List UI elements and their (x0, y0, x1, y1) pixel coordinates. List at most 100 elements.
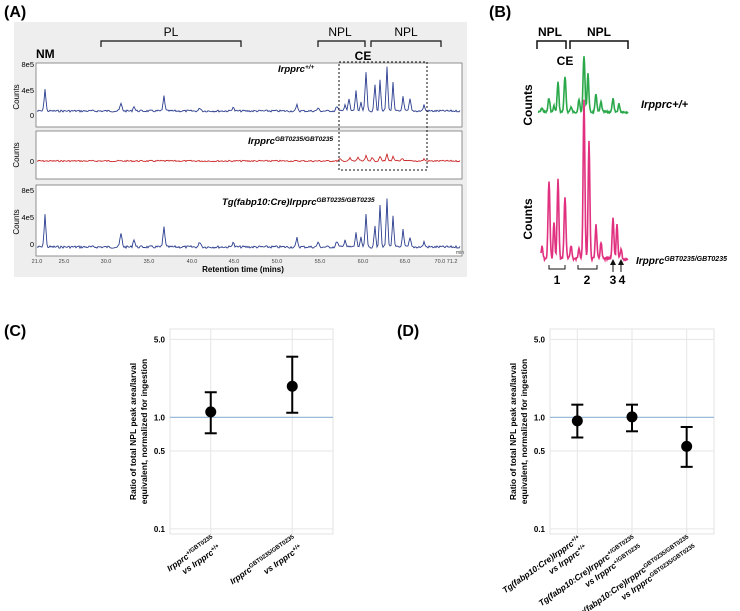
ratio-point (626, 411, 638, 423)
y-tick-label: 0.1 (154, 525, 166, 534)
trace2-line (540, 99, 629, 263)
track3-ytick: 0 (30, 240, 34, 249)
xtick: 65.0 (400, 259, 411, 265)
track3-genotype: Tg(fabp10:Cre)IrpprcGBT0235/GBT0235 (222, 197, 375, 209)
x-category-label-part: +/+ (577, 543, 588, 553)
track1-genotype-base: Irpprc (278, 64, 306, 75)
track1-genotype: Irpprc+/+ (278, 64, 315, 76)
x-category-label: IrpprcGBT0235/GBT0235vs Irpprc+/+ (228, 533, 304, 595)
panel-d-label: (D) (397, 323, 419, 340)
track2-trace (36, 153, 461, 163)
panel-a-label: (A) (4, 4, 26, 21)
x-category-label-part: +/+ (210, 543, 221, 553)
track1-counts-label: Counts (12, 84, 21, 109)
track-frame-mutant (35, 130, 463, 180)
y-tick-label: 0.1 (534, 525, 546, 534)
track2-ytick: 0 (30, 157, 34, 166)
pl-label: PL (164, 25, 179, 39)
track-frame-rescue (35, 184, 463, 257)
y-tick-label: 1.0 (154, 413, 166, 422)
peak-3-arrowhead (610, 259, 616, 265)
xtick: 45.0 (229, 259, 240, 265)
xtick: 25.0 (59, 259, 70, 265)
ratio-point (205, 406, 217, 418)
x-category-label: Irpprc+/GBT0235vs Irpprc+/+ (165, 533, 223, 582)
track3-trace (36, 198, 461, 250)
y-axis-label-line: equivalent, normalized for ingestion (139, 359, 149, 504)
y-tick-label: 1.0 (534, 413, 546, 422)
panel-a-brackets (100, 40, 442, 47)
trace2-genotype-sup: GBT0235/GBT0235 (664, 256, 727, 263)
peak-2-bracket (577, 265, 598, 270)
xtick: 21.0 (32, 259, 43, 265)
trace1-counts-label: Counts (521, 84, 535, 126)
ce-label: CE (557, 54, 574, 68)
ratio-point (286, 380, 298, 392)
y-tick-label: 5.0 (154, 335, 166, 344)
y-tick-label: 0.5 (534, 447, 546, 456)
panel-b: (B) NPL NPL CE Counts Counts Irpprc+/+ I… (489, 4, 727, 287)
panel-b-label: (B) (489, 4, 511, 21)
npl-bracket-right (569, 40, 629, 49)
y-axis-label-line: Ratio of total NPL peak area/larval (128, 363, 138, 500)
npl-label-right: NPL (587, 25, 611, 39)
highlight-box (338, 61, 428, 171)
npl-label-left: NPL (328, 25, 352, 39)
peak-markers (548, 263, 622, 272)
track1-ytick: 4e5 (21, 86, 34, 95)
xtick: 70.0 71.2 (435, 259, 458, 265)
xtick: 30.0 (101, 259, 112, 265)
trace2-genotype: IrpprcGBT0235/GBT0235 (636, 256, 727, 268)
min-label: min (456, 250, 464, 256)
panel-a-xticks: 21.0 25.0 30.0 35.0 40.0 45.0 50.0 55.0 … (32, 259, 458, 265)
panel-b-brackets (536, 40, 629, 49)
y-axis-label-line: Ratio of total NPL peak area/larval (508, 363, 518, 500)
track2-counts-label: Counts (12, 142, 21, 167)
pl-bracket (100, 40, 242, 47)
plot-area (169, 328, 334, 535)
x-category-label-part: +/+ (570, 534, 581, 544)
ce-label: CE (355, 49, 372, 63)
track-yticks: 8e5 4e5 0 0 8e5 4e5 0 (21, 60, 34, 249)
track3-ytick: 8e5 (21, 186, 34, 195)
xtick: 60.0 (358, 259, 369, 265)
peak-label-4: 4 (619, 273, 626, 287)
trace1-line (537, 56, 629, 115)
panel-a: (A) PL NPL NPL NM CE 8e5 4e5 0 0 8e5 4e5… (4, 4, 467, 277)
y-tick-label: 5.0 (534, 335, 546, 344)
track-frame-wild-type (35, 62, 463, 128)
track2-genotype: IrpprcGBT0235/GBT0235 (248, 136, 333, 148)
x-category-label-part: +/+ (291, 543, 302, 553)
xtick: 35.0 (144, 259, 155, 265)
xtick: 55.0 (315, 259, 326, 265)
trace2-genotype-base: Irpprc (636, 256, 665, 267)
xtick: 40.0 (187, 259, 198, 265)
npl-bracket-left (536, 40, 567, 49)
peak-label-1: 1 (554, 273, 561, 287)
ratio-point (681, 440, 693, 452)
xtick: 50.0 (272, 259, 283, 265)
peak-label-3: 3 (610, 273, 617, 287)
track3-genotype-base: Tg(fabp10:Cre)Irpprc (222, 197, 317, 208)
y-tick-label: 0.5 (154, 447, 166, 456)
trace1-genotype: Irpprc+/+ (641, 99, 689, 111)
track3-counts-label: Counts (12, 209, 21, 234)
panel-c-label: (C) (4, 323, 26, 340)
peak-4-arrowhead (618, 259, 624, 265)
npl-bracket-left (317, 40, 366, 47)
track1-trace (36, 66, 461, 113)
nm-label: NM (36, 47, 55, 61)
track1-ytick: 8e5 (21, 60, 34, 69)
npl-label-right: NPL (394, 25, 418, 39)
trace2-counts-label: Counts (521, 198, 535, 240)
track2-genotype-base: Irpprc (248, 136, 276, 147)
y-axis-label: Ratio of total NPL peak area/larvalequiv… (128, 359, 149, 504)
peak-1-bracket (548, 265, 566, 270)
peak-label-2: 2 (584, 273, 591, 287)
track2-genotype-sup: GBT0235/GBT0235 (275, 136, 334, 143)
panel-a-xlabel: Retention time (mins) (202, 265, 284, 274)
npl-bracket-right (370, 40, 442, 47)
